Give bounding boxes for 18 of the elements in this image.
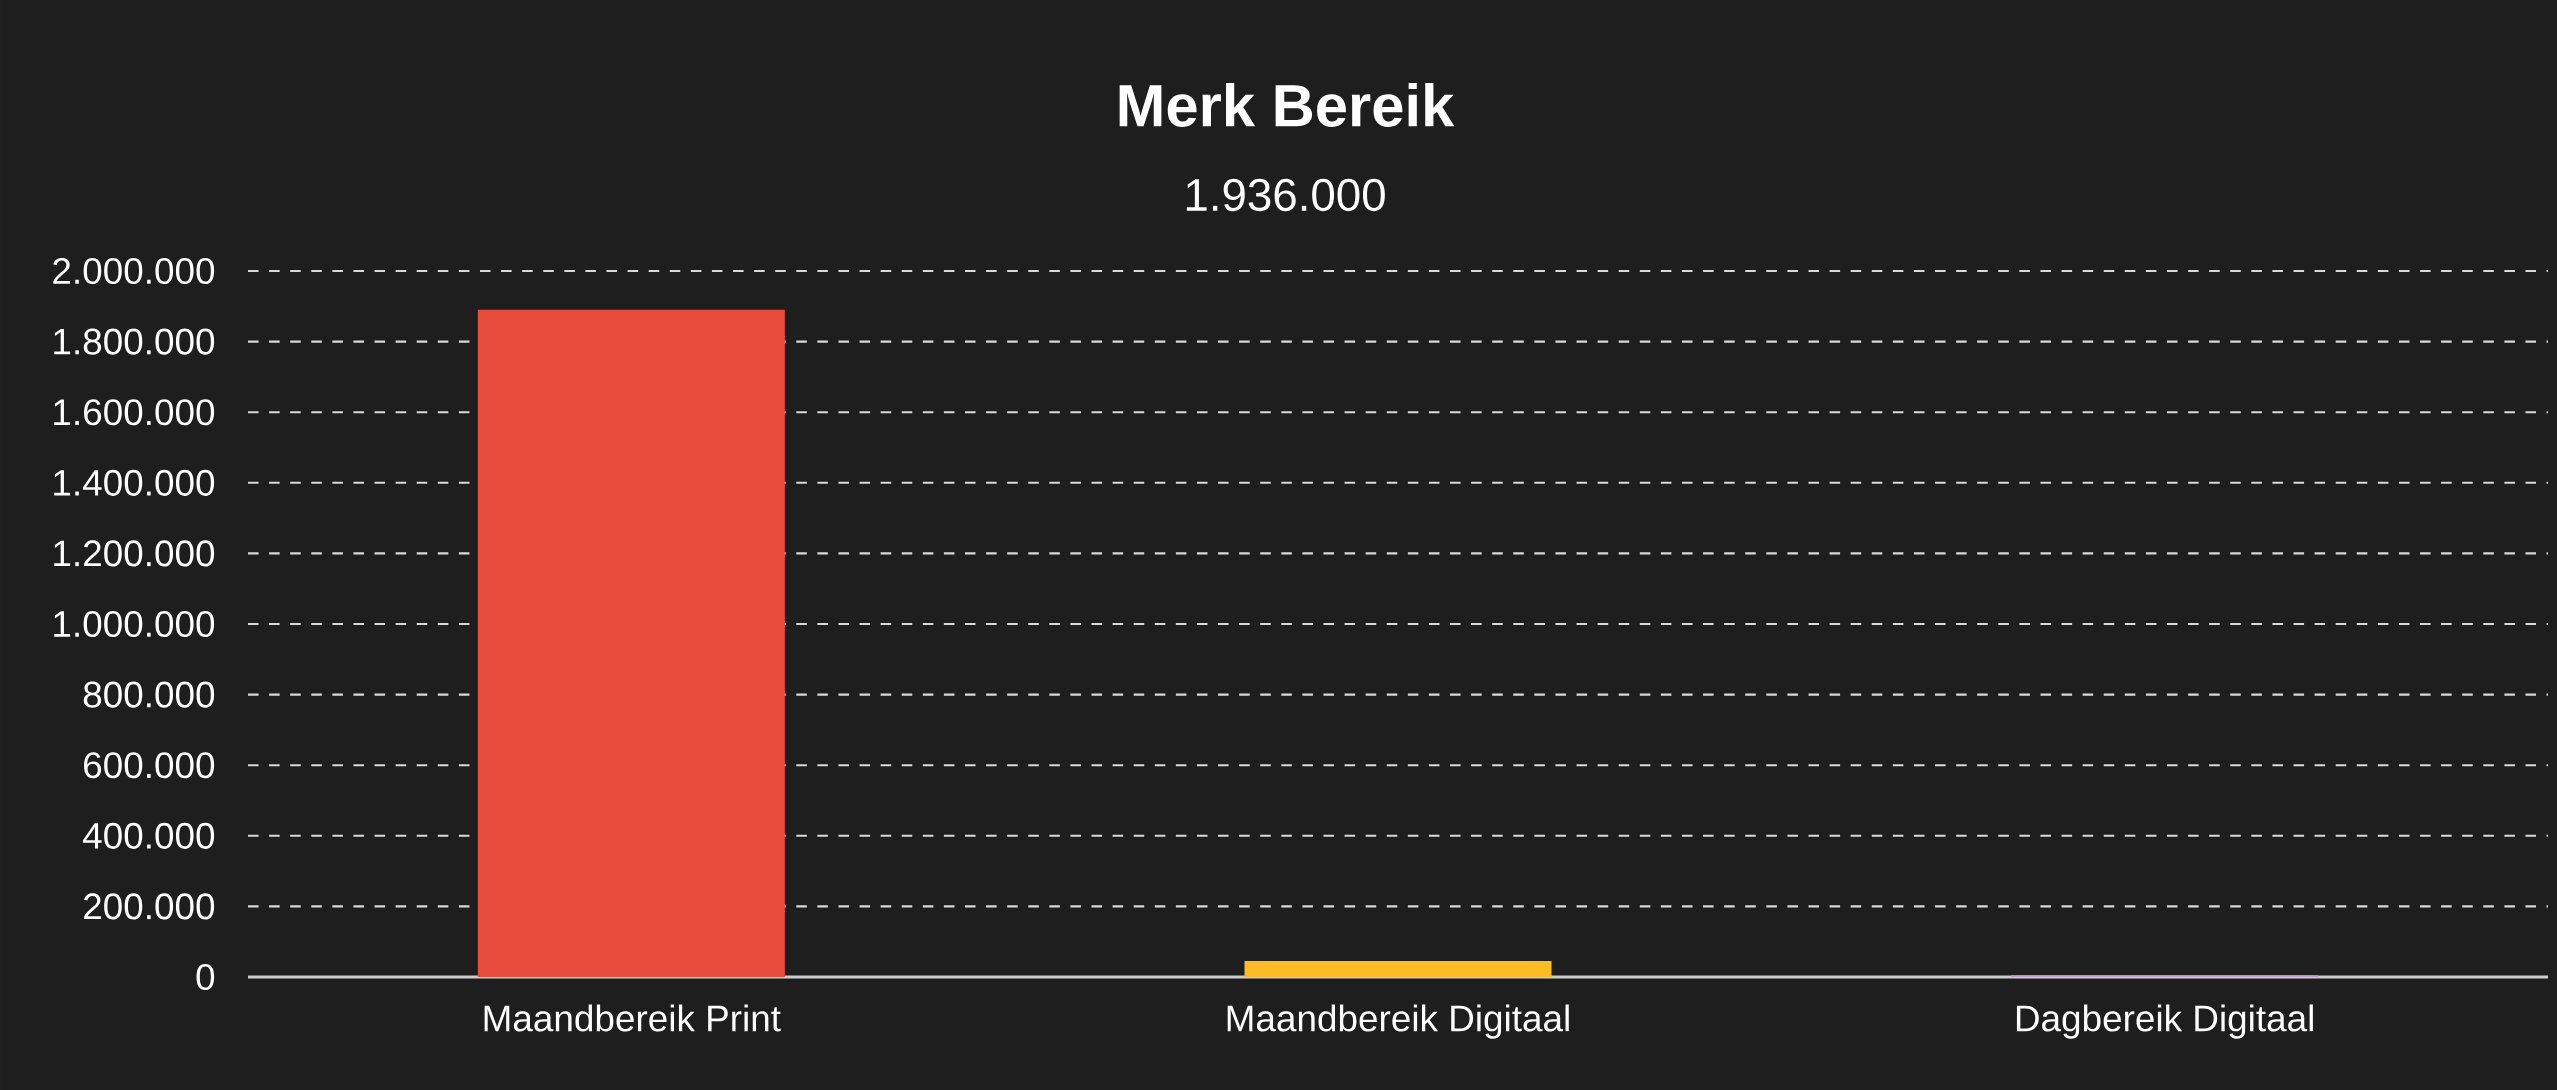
- y-tick-label: 1.800.000: [54, 328, 215, 355]
- y-tick-label: 1.200.000: [54, 540, 215, 567]
- x-tick-label: Dagbereik Digitaal: [2016, 1004, 2313, 1039]
- y-tick-label: 2.000.000: [53, 257, 215, 285]
- y-tick-label: 600.000: [84, 752, 215, 779]
- chart-subtitle: 1.936.000: [1186, 178, 1385, 212]
- y-tick-label: 0: [196, 963, 215, 991]
- y-tick-label: 200.000: [84, 893, 215, 920]
- y-tick-label: 1.000.000: [54, 610, 215, 638]
- y-tick-label: 400.000: [83, 822, 215, 849]
- bar: [1244, 961, 1552, 977]
- x-tick-label: Maandbereik Print: [484, 1004, 781, 1032]
- x-tick-label: Maandbereik Digitaal: [1227, 1004, 1569, 1039]
- y-tick-label: 1.400.000: [54, 469, 215, 496]
- y-tick-label: 1.600.000: [54, 399, 215, 426]
- chart-title: Merk Bereik: [1119, 83, 1455, 127]
- bar: [477, 309, 785, 977]
- y-tick-label: 800.000: [83, 681, 215, 708]
